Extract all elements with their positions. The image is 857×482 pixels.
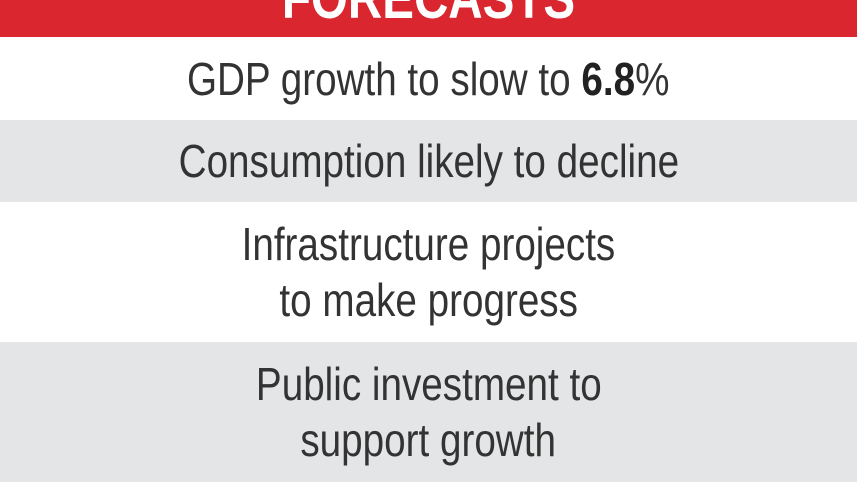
forecast-row: Public investment to support growth [0, 342, 857, 482]
forecast-row: Consumption likely to decline [0, 120, 857, 202]
forecast-line: Public investment to [255, 358, 602, 410]
forecast-highlight: 6.8 [581, 52, 636, 105]
forecast-suffix: % [635, 52, 670, 105]
forecast-text: GDP growth to slow to [187, 52, 582, 105]
forecast-row: Infrastructure projects to make progress [0, 202, 857, 342]
header-bar: FORECASTS [0, 0, 857, 37]
forecast-line: Consumption likely to decline [178, 135, 679, 187]
forecast-line: GDP growth to slow to 6.8% [187, 51, 670, 107]
header-title: FORECASTS [77, 0, 780, 28]
forecast-line: support growth [300, 414, 557, 466]
forecast-line: Infrastructure projects [241, 218, 616, 270]
forecast-row: GDP growth to slow to 6.8% [0, 37, 857, 120]
forecast-line: to make progress [279, 274, 578, 326]
